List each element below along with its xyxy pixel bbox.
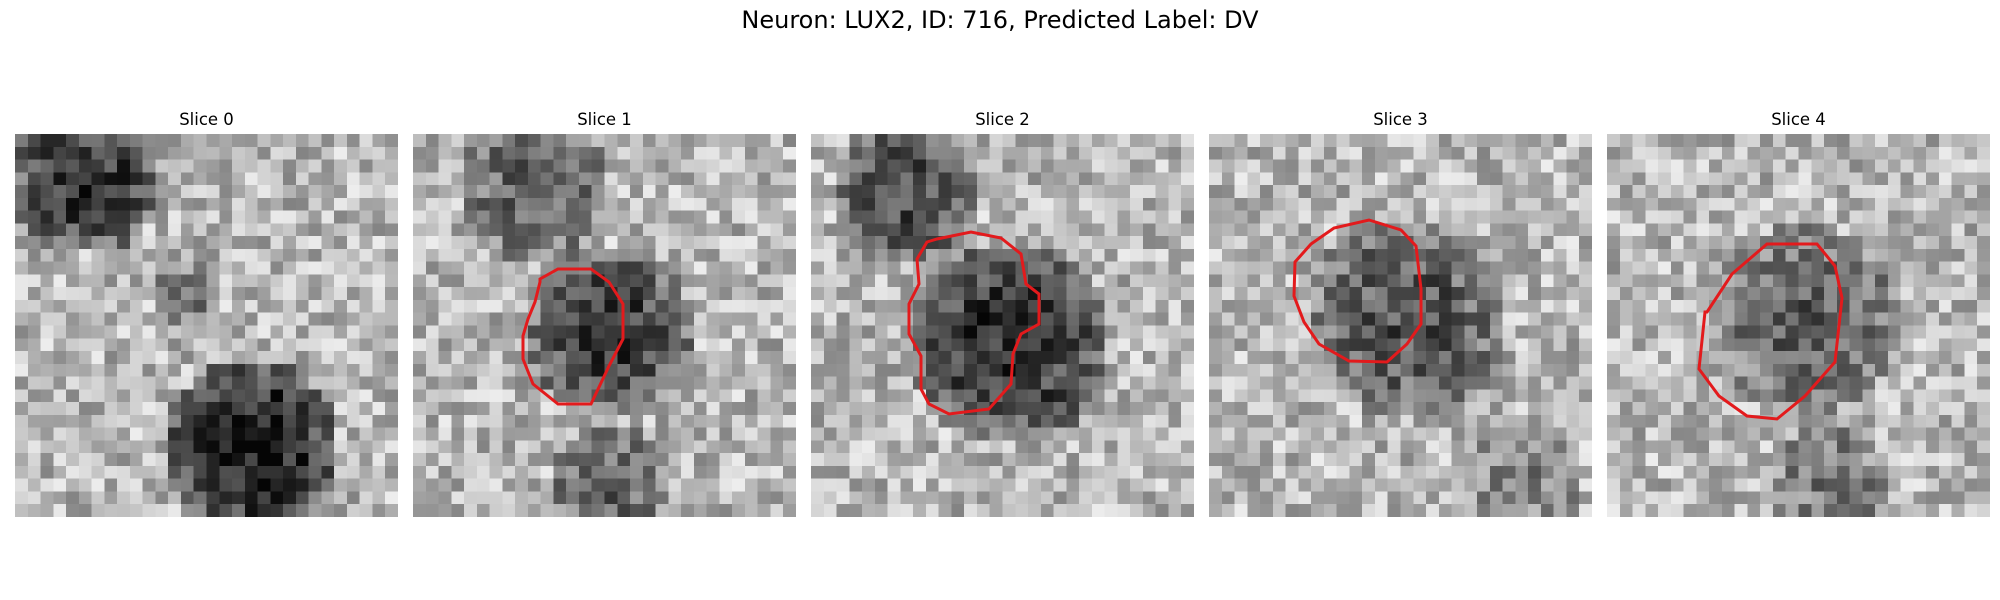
slice-panel-1: Slice 1	[413, 108, 796, 517]
contour-outline	[521, 267, 625, 406]
slice-panel-2: Slice 2	[811, 108, 1194, 517]
contour-outline	[1697, 242, 1844, 421]
slice-image	[15, 134, 398, 517]
segmentation-contour	[907, 230, 1041, 416]
slice-title: Slice 3	[1373, 110, 1428, 129]
slice-panel-3: Slice 3	[1209, 108, 1592, 517]
slice-title: Slice 0	[179, 110, 234, 129]
segmentation-contour	[521, 267, 625, 406]
contour-outline	[1292, 218, 1423, 364]
slice-title: Slice 4	[1771, 110, 1826, 129]
segmentation-contour	[1292, 218, 1423, 364]
slice-panel-0: Slice 0	[15, 108, 398, 517]
slice-title: Slice 2	[975, 110, 1030, 129]
segmentation-contour	[1697, 242, 1844, 421]
slice-panel-4: Slice 4	[1607, 108, 1990, 517]
slice-image	[1209, 134, 1592, 517]
slice-image	[811, 134, 1194, 517]
slice-title: Slice 1	[577, 110, 632, 129]
figure-title: Neuron: LUX2, ID: 716, Predicted Label: …	[741, 6, 1259, 34]
slice-image	[413, 134, 796, 517]
contour-outline	[907, 230, 1041, 416]
slice-image	[1607, 134, 1990, 517]
